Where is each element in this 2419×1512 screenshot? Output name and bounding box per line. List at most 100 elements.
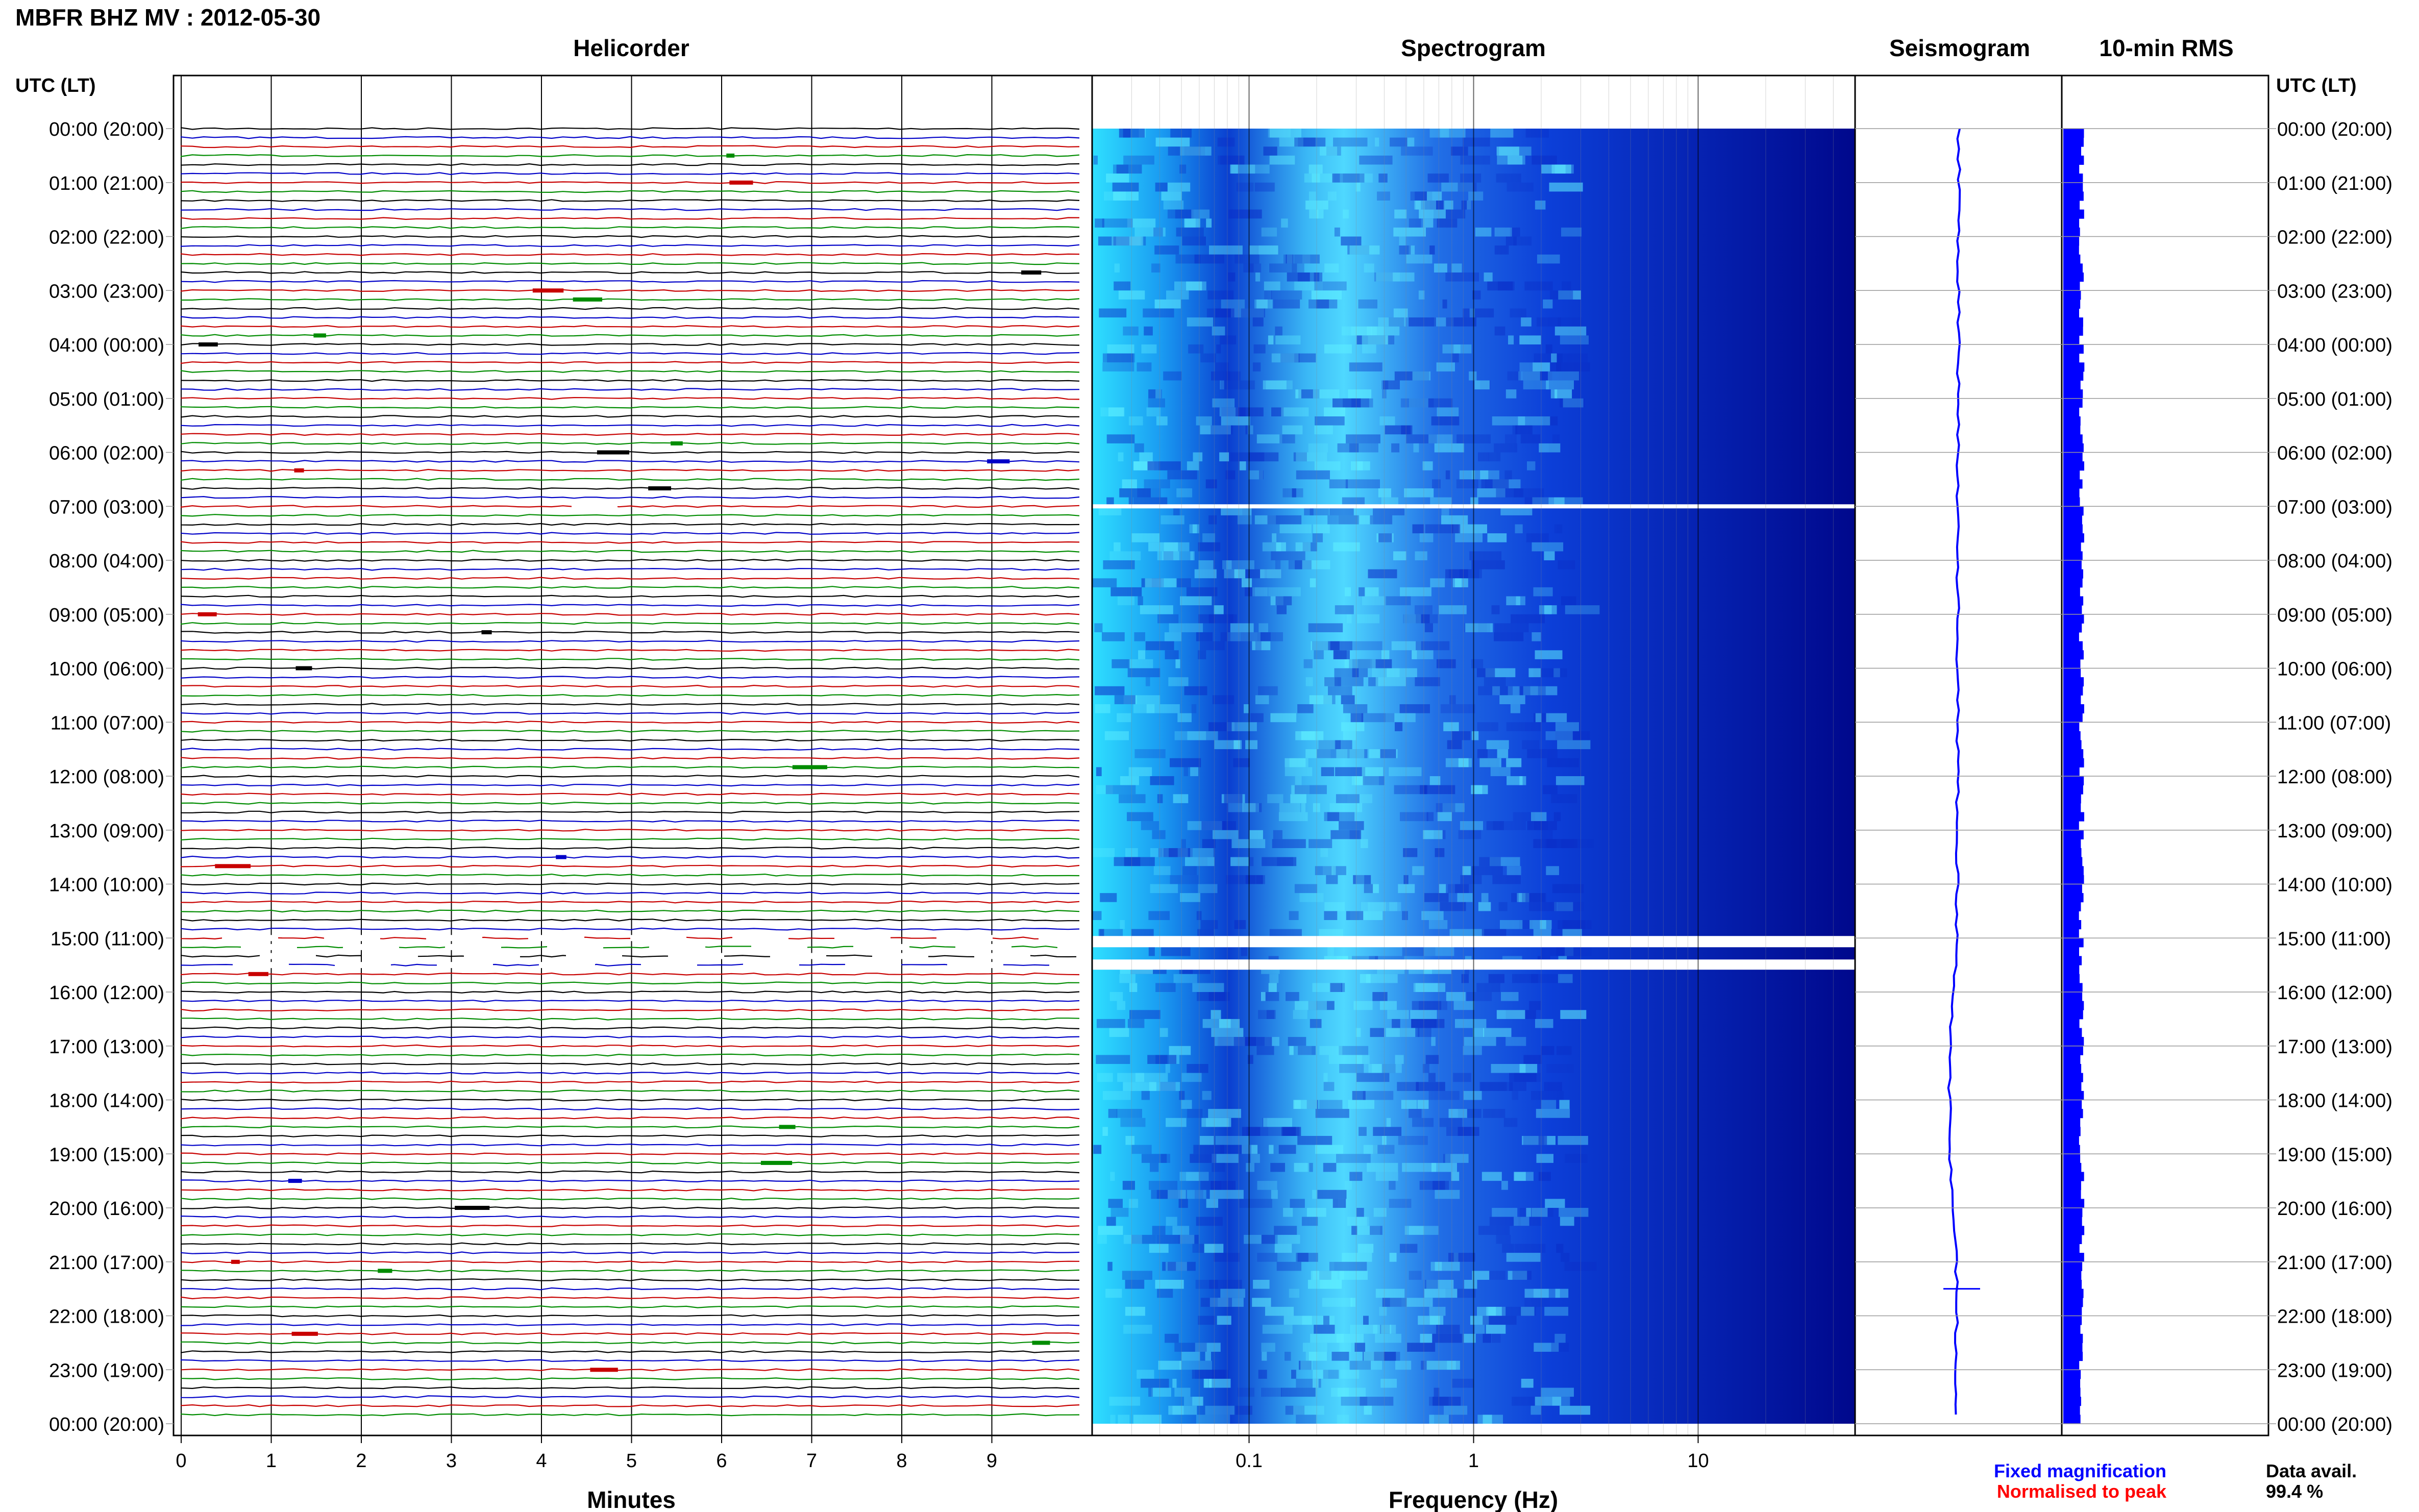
spectrogram-cell: [1357, 1360, 1383, 1370]
spectrogram-cell: [1552, 434, 1560, 443]
spectrogram-cell: [1312, 533, 1323, 542]
spectrogram-cell: [1307, 1162, 1313, 1172]
spectrogram-cell: [1380, 749, 1396, 758]
spectrogram-cell: [1297, 704, 1314, 713]
spectrogram-cell: [1331, 1387, 1366, 1397]
spectrogram-cell: [1412, 1001, 1442, 1010]
spectrogram-cell: [1198, 857, 1207, 866]
rms-bar: [2063, 1154, 2081, 1163]
spectrogram-cell: [1500, 506, 1533, 515]
spectrogram-cell: [1481, 893, 1489, 902]
spectrogram-cell: [1458, 182, 1477, 192]
helicorder-trace: [180, 1116, 1080, 1120]
spectrogram-cell: [1165, 1064, 1170, 1073]
spectrogram-cell: [1563, 398, 1584, 408]
spectrogram-cell: [1342, 326, 1372, 336]
spectrogram-cell: [1565, 1154, 1588, 1163]
rms-bar: [2063, 146, 2081, 156]
spectrogram-cell: [1496, 146, 1519, 156]
helicorder-trace: [180, 990, 1080, 994]
spectrogram-cell: [1364, 884, 1373, 894]
spectrogram-cell: [1268, 129, 1291, 138]
spectrogram-cell: [1535, 1019, 1553, 1028]
spectrogram-cell: [1484, 677, 1506, 686]
spectrogram-cell: [1334, 668, 1368, 678]
spectrogram-cell: [1274, 1244, 1292, 1253]
spectrogram-cell: [1295, 542, 1311, 552]
rms-bar: [2063, 569, 2083, 579]
spectrogram-cell: [1320, 146, 1338, 156]
helicorder-trace: [180, 604, 1080, 607]
spectrogram-cell: [1330, 983, 1343, 992]
spectrogram-cell: [1435, 1189, 1460, 1199]
helicorder-gap: [343, 944, 399, 950]
spectrogram-cell: [1559, 1208, 1589, 1217]
spectrogram-cell: [1313, 1378, 1319, 1388]
spectrogram-cell: [1216, 308, 1235, 318]
spectrogram-cell: [1457, 893, 1473, 902]
spectrogram-cell: [1469, 308, 1475, 318]
spectrogram-cell: [1294, 1162, 1310, 1172]
spectrogram-cell: [1231, 722, 1257, 731]
spectrogram-cell: [1107, 353, 1135, 363]
spectrogram-cell: [1102, 1127, 1108, 1136]
spectrogram-cell: [1250, 263, 1262, 272]
rms-bar: [2063, 605, 2082, 615]
spectrogram-cell: [1210, 1298, 1228, 1307]
spectrogram-cell: [1198, 884, 1218, 894]
spectrogram-cell: [1211, 425, 1233, 435]
spectrogram-cell: [1346, 434, 1380, 443]
spectrogram-cell: [1494, 245, 1509, 255]
spectrogram-cell: [1245, 740, 1257, 750]
spectrogram-cell: [1355, 182, 1361, 192]
spectrogram-cell: [1327, 947, 1334, 956]
helicorder-trace: [180, 208, 1080, 211]
helicorder-trace: [180, 271, 1080, 274]
spectrogram-cell: [1472, 290, 1481, 300]
helicorder-trace: [180, 936, 1080, 940]
spectrogram-cell: [1412, 650, 1434, 659]
spectrogram-cell: [1393, 272, 1415, 282]
spectrogram-cell: [1279, 524, 1312, 534]
minute-tick-label: 9: [986, 1450, 997, 1472]
spectrogram-cell: [1154, 299, 1181, 309]
spectrogram-cell: [1519, 335, 1541, 344]
spectrogram-cell: [1541, 830, 1553, 839]
spectrogram-cell: [1491, 605, 1500, 614]
spectrogram-cell: [1486, 740, 1509, 750]
helicorder-trace: [180, 1332, 1080, 1335]
time-label-left: 17:00 (13:00): [49, 1036, 164, 1058]
spectrogram-cell: [1422, 1064, 1429, 1073]
spectrogram-cell: [1375, 1172, 1398, 1181]
spectrogram-cell: [1339, 1064, 1364, 1073]
spectrogram-cell: [1324, 407, 1345, 416]
spectrogram-cell: [1526, 1208, 1532, 1217]
spectrogram-cell: [1378, 533, 1392, 542]
spectrogram-cell: [1178, 1189, 1206, 1199]
spectrogram-cell: [1179, 164, 1187, 174]
rms-bar: [2063, 407, 2080, 417]
spectrogram-cell: [1492, 416, 1525, 426]
spectrogram-cell: [1399, 236, 1406, 246]
rms-bar: [2063, 1189, 2081, 1199]
spectrogram-cell: [1181, 839, 1186, 848]
helicorder-event: [215, 864, 251, 869]
spectrogram-cell: [1305, 201, 1328, 210]
helicorder-trace: [180, 1287, 1080, 1291]
spectrogram-cell: [1524, 281, 1553, 291]
spectrogram-cell: [1200, 641, 1225, 651]
spectrogram-cell: [1467, 992, 1492, 1001]
spectrogram-cell: [1506, 596, 1520, 606]
spectrogram-cell: [1506, 722, 1525, 731]
spectrogram-cell: [1226, 560, 1232, 569]
spectrogram-cell: [1294, 884, 1317, 894]
spectrogram-cell: [1172, 1405, 1184, 1415]
spectrogram-cell: [1452, 353, 1459, 363]
helicorder-trace: [180, 1395, 1080, 1399]
spectrogram-cell: [1297, 1136, 1332, 1145]
spectrogram-cell: [1345, 479, 1380, 488]
spectrogram-cell: [1123, 326, 1139, 336]
helicorder-trace: [180, 1170, 1080, 1174]
spectrogram-cell: [1362, 335, 1388, 344]
time-label-right: 13:00 (09:00): [2277, 821, 2392, 842]
